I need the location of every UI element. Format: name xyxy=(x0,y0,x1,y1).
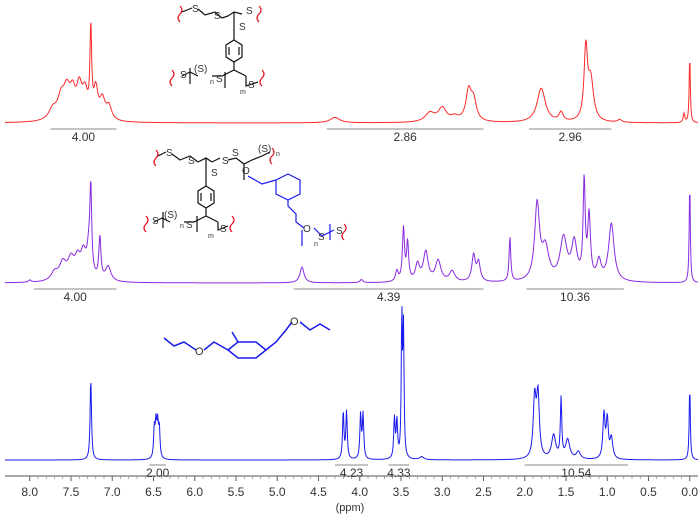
sulfur-label: S xyxy=(186,220,193,231)
sulfur-paren-label: (S) xyxy=(258,144,271,155)
integral-label: 4.39 xyxy=(377,290,401,304)
oxygen-label: O xyxy=(290,316,299,328)
x-axis: 8.0 7.5 7.0 6.5 6.0 5.5 5.0 4.5 4.0 3.5 3.0 2.5 2.0 1… xyxy=(5,475,698,514)
x-tick-label: 3.5 xyxy=(393,485,410,499)
sulfur-label: S xyxy=(239,22,246,33)
x-tick-label: 7.5 xyxy=(63,485,80,499)
sulfur-label: S xyxy=(211,168,218,179)
integrals-layer: 4.00 2.86 2.964.00 4.39 10.362.00 4.23 4.33 10.… xyxy=(33,128,628,480)
sulfur-paren-label: (S) xyxy=(194,64,207,75)
oxygen-label: O xyxy=(303,224,311,235)
x-axis-label: (ppm) xyxy=(336,502,365,514)
integral-label: 4.33 xyxy=(387,466,411,480)
structure-middle-blue xyxy=(247,173,335,246)
sulfur-label: S xyxy=(248,80,255,91)
sulfur-label: S xyxy=(192,4,199,15)
sulfur-label: S xyxy=(180,70,187,81)
sulfur-label: S xyxy=(232,148,239,159)
x-tick-label: 3.0 xyxy=(434,485,451,499)
sulfur-label: S xyxy=(216,74,223,85)
integral-label: 2.96 xyxy=(558,130,582,144)
oxygen-label: O xyxy=(195,346,204,358)
x-tick-label: 6.0 xyxy=(186,485,203,499)
sulfur-label: S xyxy=(246,6,253,17)
integral-label: 2.86 xyxy=(393,130,417,144)
x-tick-label: 0.0 xyxy=(681,485,698,499)
x-tick-label: 4.5 xyxy=(310,485,327,499)
x-tick-label: 5.0 xyxy=(269,485,286,499)
structure-bottom xyxy=(163,321,331,359)
structure-middle xyxy=(153,151,271,232)
integral-label: 2.00 xyxy=(146,466,170,480)
subscript-n: n xyxy=(180,223,184,230)
spectrum-line-2 xyxy=(5,174,699,284)
subscript-n: n xyxy=(314,241,318,248)
x-tick-label: 1.0 xyxy=(599,485,616,499)
x-tick-label: 8.0 xyxy=(21,485,38,499)
x-tick-label: 4.0 xyxy=(351,485,368,499)
sulfur-label: S xyxy=(188,156,195,167)
sulfur-label: S xyxy=(222,156,229,167)
subscript-n: n xyxy=(276,151,280,158)
structure-bottom-labels: O O xyxy=(195,316,299,358)
structure-middle-labels: S S S S S (S) n O O S (S) n S S m n S S xyxy=(152,144,343,248)
spectrum-line-1 xyxy=(4,22,699,124)
structure-middle-red xyxy=(143,147,347,241)
sulfur-label: S xyxy=(214,11,221,22)
structure-top xyxy=(181,7,259,88)
x-tick-label: 0.5 xyxy=(640,485,657,499)
integral-label: 10.36 xyxy=(560,290,590,304)
x-axis-ticks: 8.0 7.5 7.0 6.5 6.0 5.5 5.0 4.5 4.0 3.5 3.0 2.5 2.0 1… xyxy=(21,476,698,499)
x-tick-label: 2.5 xyxy=(475,485,492,499)
x-tick-label: 6.5 xyxy=(145,485,162,499)
structure-top-labels: S S S S S (S) S S n m xyxy=(180,4,255,96)
integral-label: 4.00 xyxy=(72,130,96,144)
sulfur-label: S xyxy=(336,226,343,237)
spectrum-line-3 xyxy=(5,306,699,461)
spectra-layer xyxy=(4,22,699,461)
structure-top-red xyxy=(169,5,265,87)
sulfur-label: S xyxy=(166,148,173,159)
sulfur-paren-label: (S) xyxy=(164,210,177,221)
subscript-m: m xyxy=(240,89,246,96)
x-tick-label: 7.0 xyxy=(104,485,121,499)
integral-label: 4.00 xyxy=(63,290,87,304)
x-tick-label: 1.5 xyxy=(558,485,575,499)
x-tick-label: 5.5 xyxy=(228,485,245,499)
oxygen-label: O xyxy=(242,166,250,177)
sulfur-label: S xyxy=(152,216,159,227)
sulfur-label: S xyxy=(220,224,227,235)
sulfur-label: S xyxy=(318,232,325,243)
subscript-m: m xyxy=(208,233,214,240)
x-tick-label: 2.0 xyxy=(516,485,533,499)
subscript-n: n xyxy=(210,79,214,86)
